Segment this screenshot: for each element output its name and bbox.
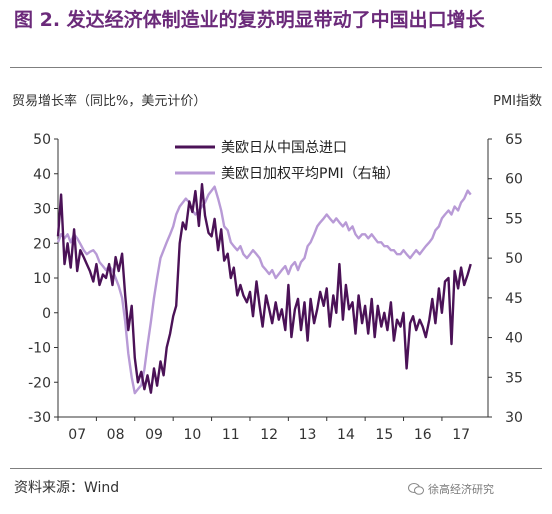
x-tick-label: 08 xyxy=(107,427,125,443)
wechat-icon xyxy=(408,483,424,495)
axes: -30 -20 -10 0 10 20 30 40 50 30 35 40 45 50 55 60 65 07 08… xyxy=(28,132,523,443)
watermark-text: 徐高经济研究 xyxy=(428,483,494,496)
series-line-pmi xyxy=(56,185,472,395)
y-tick-label: 10 xyxy=(33,271,51,287)
chart-area: 贸易增长率（同比%，美元计价） PMI指数 -30 -20 -10 0 10 20 30 40… xyxy=(12,93,542,443)
y-tick-label: 40 xyxy=(33,167,51,183)
x-tick-label: 13 xyxy=(299,427,317,443)
series-line-import xyxy=(56,182,472,394)
source-note: 资料来源：Wind xyxy=(14,480,120,496)
series-lines xyxy=(56,182,472,395)
source-rule xyxy=(10,468,542,469)
y-tick-label: 0 xyxy=(42,306,51,322)
legend-label-import: 美欧日从中国总进口 xyxy=(221,140,347,156)
x-tick-label: 15 xyxy=(375,427,393,443)
y2-axis-label: PMI指数 xyxy=(493,94,542,109)
watermark: 徐高经济研究 xyxy=(408,481,494,497)
x-tick-label: 10 xyxy=(183,427,201,443)
y-tick-label: 20 xyxy=(33,236,51,252)
y2-tick-label: 55 xyxy=(505,211,523,227)
y2-tick-label: 50 xyxy=(505,251,523,267)
x-tick-label: 12 xyxy=(260,427,278,443)
y2-tick-label: 65 xyxy=(505,132,523,148)
y2-tick-label: 35 xyxy=(505,370,523,386)
chart-title: 图 2. 发达经济体制造业的复苏明显带动了中国出口增长 xyxy=(14,9,485,31)
y2-tick-label: 60 xyxy=(505,172,523,188)
x-tick-label: 17 xyxy=(452,427,470,443)
y2-tick-label: 40 xyxy=(505,331,523,347)
y-tick-label: 50 xyxy=(33,132,51,148)
x-tick-label: 14 xyxy=(337,427,355,443)
y-tick-label: -10 xyxy=(28,341,51,357)
title-rule xyxy=(10,67,542,68)
y2-tick-label: 45 xyxy=(505,291,523,307)
legend-label-pmi: 美欧日加权平均PMI（右轴） xyxy=(221,166,400,182)
y-axis-label: 贸易增长率（同比%，美元计价） xyxy=(12,93,206,109)
x-tick-label: 07 xyxy=(68,427,86,443)
y-tick-label: 30 xyxy=(33,202,51,218)
y2-tick-label: 30 xyxy=(505,410,523,426)
y-tick-label: -20 xyxy=(28,375,51,391)
y-tick-label: -30 xyxy=(28,410,51,426)
x-tick-label: 11 xyxy=(222,427,240,443)
x-tick-label: 09 xyxy=(145,427,163,443)
x-tick-label: 16 xyxy=(414,427,432,443)
